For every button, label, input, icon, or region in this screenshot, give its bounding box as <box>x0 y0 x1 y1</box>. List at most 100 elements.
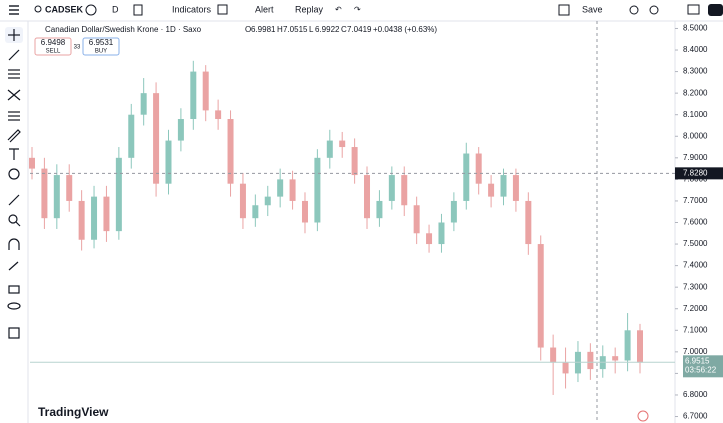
ohlc-value: 6.9981 <box>251 25 276 34</box>
publish[interactable] <box>708 4 723 16</box>
y-tick-label: 8.0000 <box>683 131 708 140</box>
candle-body <box>41 168 48 219</box>
legend-title: Canadian Dollar/Swedish Krone · 1D · Sax… <box>45 25 202 34</box>
drawing-tools[interactable] <box>5 27 23 339</box>
candle-body <box>339 140 346 148</box>
chart-type[interactable] <box>133 4 143 16</box>
candle-body <box>289 179 296 201</box>
candle-body <box>500 175 507 197</box>
ohlc-legend: O 6.9981 H 7.0515 L 6.9922 C 7.0419 +0.0438 (+0.… <box>245 25 437 34</box>
candle-body <box>78 200 85 240</box>
candle-body <box>153 93 160 184</box>
ohlc-key: C <box>341 25 347 34</box>
candle-body <box>140 93 147 115</box>
candle-body <box>413 205 420 234</box>
candle-body <box>53 175 60 219</box>
candle-body <box>450 200 457 223</box>
candle-body <box>66 175 73 201</box>
y-tick-label: 7.3000 <box>683 282 708 291</box>
y-tick-label: 7.6000 <box>683 218 708 227</box>
candle-body <box>537 244 544 348</box>
candle-body <box>314 157 321 223</box>
crosshair-label-bg <box>675 167 723 180</box>
ohlc-value: 7.0515 <box>283 25 308 34</box>
quick-search[interactable] <box>629 5 639 15</box>
ohlc-value: 7.0419 <box>347 25 372 34</box>
y-tick-label: 6.8000 <box>683 390 708 399</box>
candle-body <box>463 153 470 201</box>
settings[interactable] <box>649 5 659 15</box>
candle-body <box>252 205 259 219</box>
y-tick-label: 6.7000 <box>683 412 708 421</box>
y-tick-label: 7.0000 <box>683 347 708 356</box>
y-tick-label: 7.1000 <box>683 325 708 334</box>
y-tick-label: 8.5000 <box>683 24 708 33</box>
events-icon[interactable] <box>637 410 649 422</box>
buy-price: 6.9531 <box>89 38 114 47</box>
candle-body <box>165 140 172 184</box>
search-icon[interactable] <box>34 5 42 13</box>
menu-icon[interactable] <box>9 5 19 15</box>
alert[interactable]: Alert <box>255 4 274 14</box>
candle-body <box>512 175 519 201</box>
sell-label: SELL <box>46 49 61 55</box>
save[interactable]: Save <box>582 4 603 14</box>
candle-body <box>351 147 358 176</box>
y-tick-label: 8.3000 <box>683 67 708 76</box>
ohlc-key: L <box>309 25 314 34</box>
candle-body <box>438 222 445 245</box>
buy-label: BUY <box>95 49 107 55</box>
candle-body <box>525 200 532 245</box>
crosshair-label: 7.8280 <box>683 168 708 177</box>
candle-body <box>227 119 234 184</box>
spread: 33 <box>74 45 81 51</box>
interval[interactable]: D <box>112 4 119 14</box>
candle-body <box>637 330 643 363</box>
redo[interactable]: ↷ <box>354 5 361 14</box>
plot: 6.70006.80006.90007.00007.10007.20007.30… <box>29 24 723 421</box>
buy-button[interactable] <box>82 37 120 56</box>
y-tick-label: 8.1000 <box>683 110 708 119</box>
candle-body <box>562 362 569 374</box>
countdown: 03:56:22 <box>685 365 717 374</box>
indicators[interactable]: Indicators <box>172 4 212 14</box>
logo: TradingView <box>38 405 109 419</box>
snapshot[interactable] <box>687 4 700 15</box>
candle-body <box>326 140 333 158</box>
candle-body <box>475 153 482 184</box>
candle-body <box>401 175 408 206</box>
undo[interactable]: ↶ <box>335 5 342 14</box>
last-price-bg <box>683 355 723 378</box>
candle-body <box>103 196 110 232</box>
y-tick-label: 7.5000 <box>683 239 708 248</box>
symbol[interactable]: CADSEK <box>45 4 84 14</box>
candle-body <box>91 196 98 240</box>
candle-body <box>264 196 271 206</box>
y-tick-label: 8.4000 <box>683 45 708 54</box>
candle-body <box>587 351 594 370</box>
y-tick-label: 8.2000 <box>683 88 708 97</box>
candle-body <box>550 347 557 363</box>
candle-body <box>215 110 222 120</box>
candle-body <box>277 179 284 197</box>
layout-icon[interactable] <box>558 4 570 16</box>
candle-body <box>426 233 433 245</box>
candle-body <box>177 119 184 141</box>
candle-body <box>388 175 395 201</box>
change: +0.0438 (+0.63%) <box>373 25 437 34</box>
templates[interactable] <box>217 4 228 15</box>
ohlc-key: H <box>277 25 283 34</box>
candle-body <box>239 183 246 219</box>
candle-body <box>612 356 619 361</box>
y-tick-label: 7.9000 <box>683 153 708 162</box>
candle-body <box>488 183 495 197</box>
sell-button[interactable] <box>34 37 72 56</box>
sell-price: 6.9498 <box>41 38 66 47</box>
candle-body <box>190 71 197 120</box>
replay[interactable]: Replay <box>295 4 324 14</box>
last-price-label: 6.9515 <box>685 356 710 365</box>
add-symbol[interactable] <box>85 4 97 16</box>
y-tick-label: 7.2000 <box>683 304 708 313</box>
y-tick-label: 7.4000 <box>683 261 708 270</box>
